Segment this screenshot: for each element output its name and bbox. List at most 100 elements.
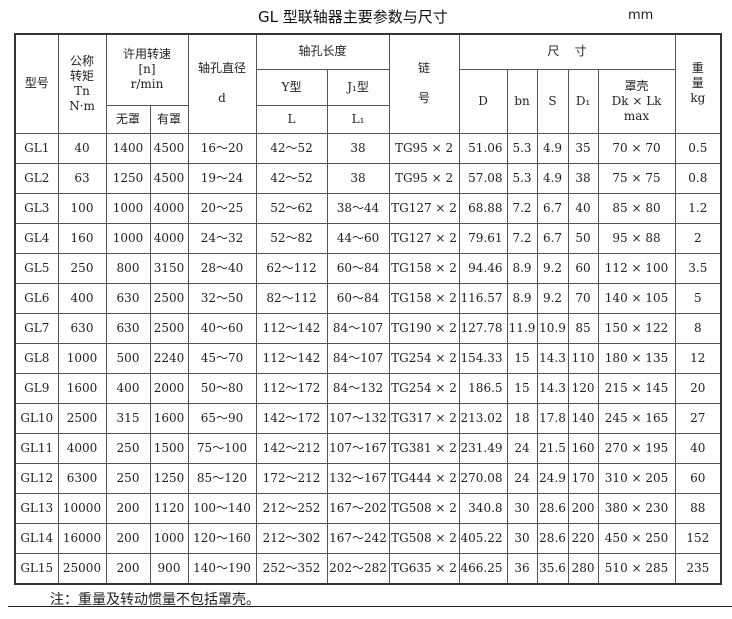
- header-bore: 轴孔直径 d: [187, 33, 257, 134]
- cell-chain: TG254 × 2: [388, 372, 460, 404]
- cell-bore-diameter: 24～32: [187, 222, 257, 254]
- cell-D1: 120: [567, 372, 599, 404]
- cell-bn: 11.9: [506, 312, 538, 344]
- cell-length-L: 52～62: [255, 192, 328, 224]
- cell-speed-no-cover: 630: [105, 312, 151, 344]
- cell-S: 14.3: [536, 372, 569, 404]
- cell-S: 4.9: [536, 132, 569, 164]
- cell-speed-cover: 1600: [149, 402, 189, 434]
- cell-cover-size: 75 × 75: [597, 162, 676, 194]
- cell-length-L1: 38: [326, 162, 390, 194]
- cell-weight: 8: [674, 312, 722, 344]
- cell-length-L1: 84～107: [326, 312, 390, 344]
- cell-length-L1: 44～60: [326, 222, 390, 254]
- cell-torque: 10000: [57, 492, 107, 524]
- cell-speed-cover: 2000: [149, 372, 189, 404]
- cell-weight: 235: [674, 552, 722, 584]
- cell-speed-cover: 2500: [149, 312, 189, 344]
- table-title: GL 型联轴器主要参数与尺寸: [258, 8, 448, 26]
- cell-speed-no-cover: 315: [105, 402, 151, 434]
- cell-length-L1: 107～167: [326, 432, 390, 464]
- cell-torque: 25000: [57, 552, 107, 584]
- cell-weight: 27: [674, 402, 722, 434]
- cell-length-L1: 84～132: [326, 372, 390, 404]
- cell-length-L1: 38: [326, 132, 390, 164]
- cell-weight: 0.5: [674, 132, 722, 164]
- cell-D1: 38: [567, 162, 599, 194]
- cell-length-L: 112～142: [255, 342, 328, 374]
- cell-speed-no-cover: 500: [105, 342, 151, 374]
- cell-torque: 2500: [57, 402, 107, 434]
- cell-torque: 250: [57, 252, 107, 284]
- header-j1-type: J₁型: [326, 68, 390, 106]
- header-speed: 许用转速 [n] r/min: [105, 33, 189, 106]
- cell-speed-no-cover: 800: [105, 252, 151, 284]
- cell-speed-cover: 1250: [149, 462, 189, 494]
- cell-length-L: 52～82: [255, 222, 328, 254]
- cell-chain: TG317 × 2: [388, 402, 460, 434]
- cell-bore-diameter: 32～50: [187, 282, 257, 314]
- cell-bore-diameter: 75～100: [187, 432, 257, 464]
- cell-D: 466.25: [458, 552, 508, 584]
- cell-cover-size: 70 × 70: [597, 132, 676, 164]
- cell-model: GL3: [14, 192, 59, 224]
- cell-chain: TG158 × 2: [388, 252, 460, 284]
- cell-bn: 8.9: [506, 252, 538, 284]
- table-row: GL1 40 1400 4500 16～20 42～52 38 TG95 × 2 51.06 5.…: [14, 132, 722, 164]
- cell-bore-diameter: 19～24: [187, 162, 257, 194]
- header-S: S: [536, 68, 569, 134]
- cell-bn: 36: [506, 552, 538, 584]
- cell-S: 14.3: [536, 342, 569, 374]
- cell-D1: 35: [567, 132, 599, 164]
- cell-D: 213.02: [458, 402, 508, 434]
- cell-D1: 110: [567, 342, 599, 374]
- table-row: GL14 16000 200 1000 120～160 212～302 167～242 TG5…: [14, 522, 722, 554]
- cell-D: 231.49: [458, 432, 508, 464]
- cell-length-L1: 84～107: [326, 342, 390, 374]
- cell-D1: 220: [567, 522, 599, 554]
- header-weight: 重 量 kg: [674, 33, 722, 134]
- cell-model: GL11: [14, 432, 59, 464]
- cell-length-L1: 60～84: [326, 252, 390, 284]
- cell-weight: 12: [674, 342, 722, 374]
- cell-model: GL15: [14, 552, 59, 584]
- cell-chain: TG508 × 2: [388, 522, 460, 554]
- cell-bn: 7.2: [506, 222, 538, 254]
- unit-label: mm: [628, 8, 654, 23]
- cell-bn: 7.2: [506, 192, 538, 224]
- cell-weight: 0.8: [674, 162, 722, 194]
- table-row: GL6 400 630 2500 32～50 82～112 60～84 TG158 × 2 11…: [14, 282, 722, 314]
- cell-torque: 40: [57, 132, 107, 164]
- cell-model: GL12: [14, 462, 59, 494]
- cell-length-L1: 107～132: [326, 402, 390, 434]
- table-row: GL3 100 1000 4000 20～25 52～62 38～44 TG127 × 2 68…: [14, 192, 722, 224]
- cell-speed-no-cover: 250: [105, 432, 151, 464]
- cell-bn: 24: [506, 432, 538, 464]
- cell-weight: 60: [674, 462, 722, 494]
- cell-length-L1: 132～167: [326, 462, 390, 494]
- cell-speed-no-cover: 250: [105, 462, 151, 494]
- cell-cover-size: 510 × 285: [597, 552, 676, 584]
- cell-length-L: 62～112: [255, 252, 328, 284]
- cell-weight: 5: [674, 282, 722, 314]
- cell-bore-diameter: 20～25: [187, 192, 257, 224]
- cell-length-L: 82～112: [255, 282, 328, 314]
- cell-length-L: 42～52: [255, 162, 328, 194]
- cell-S: 6.7: [536, 192, 569, 224]
- cell-cover-size: 270 × 195: [597, 432, 676, 464]
- table-row: GL15 25000 200 900 140～190 252～352 202～282 TG63…: [14, 552, 722, 584]
- cell-chain: TG635 × 2: [388, 552, 460, 584]
- cell-cover-size: 140 × 105: [597, 282, 676, 314]
- cell-speed-cover: 1000: [149, 522, 189, 554]
- header-bn: bn: [506, 68, 538, 134]
- cell-speed-no-cover: 400: [105, 372, 151, 404]
- cell-speed-no-cover: 200: [105, 522, 151, 554]
- cell-D: 340.8: [458, 492, 508, 524]
- cell-torque: 630: [57, 312, 107, 344]
- cell-speed-no-cover: 1400: [105, 132, 151, 164]
- header-dimensions: 尺 寸: [458, 33, 676, 70]
- cell-bore-diameter: 50～80: [187, 372, 257, 404]
- cell-length-L: 212～252: [255, 492, 328, 524]
- cell-length-L: 172～212: [255, 462, 328, 494]
- cell-speed-cover: 4500: [149, 162, 189, 194]
